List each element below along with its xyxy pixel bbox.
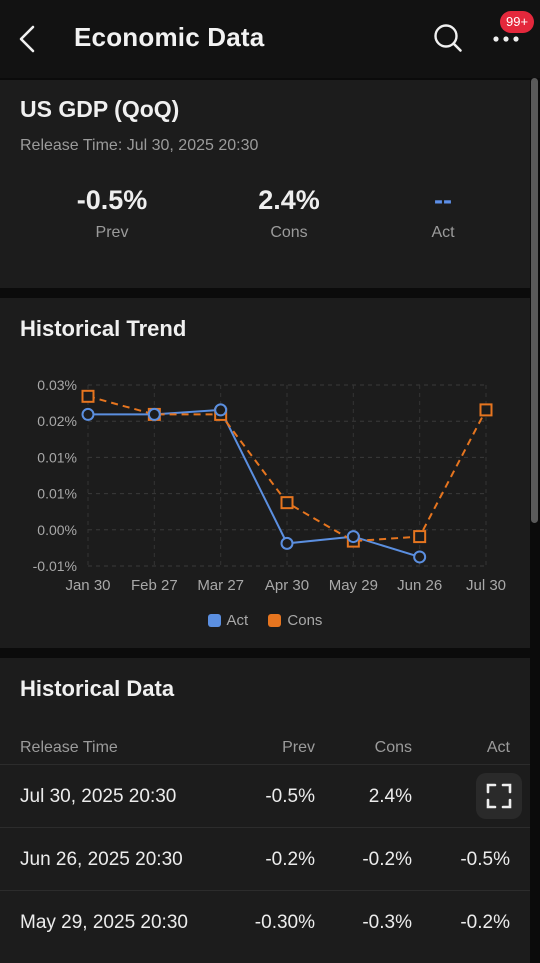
release-time-label: Release Time:	[20, 137, 123, 154]
act-point	[346, 530, 360, 544]
cons-point	[81, 389, 95, 403]
act-point	[413, 550, 427, 564]
trend-chart: 0.03% 0.02% 0.01% 0.01% 0.00% -0.01% Jan 30 Feb…	[33, 377, 506, 594]
row-prev: -0.2%	[265, 849, 315, 870]
fullscreen-button[interactable]	[476, 773, 522, 819]
header-release-time: Release Time	[20, 739, 118, 756]
row-cons: 2.4%	[368, 786, 412, 807]
y-tick-label: -0.01%	[33, 558, 77, 574]
stat-cons-value: 2.4%	[258, 185, 320, 215]
stat-prev: -0.5% Prev	[42, 185, 182, 242]
x-tick-label: Mar 27	[197, 577, 244, 594]
row-act: -0.2%	[460, 912, 510, 933]
x-tick-label: May 29	[329, 577, 378, 594]
stat-prev-label: Prev	[95, 224, 129, 241]
legend-item-act[interactable]: Act	[207, 612, 249, 629]
table-header: Release Time Prev Cons Act	[0, 728, 530, 768]
stat-cons: 2.4% Cons	[219, 185, 359, 242]
stat-act-label: Act	[431, 224, 455, 241]
table-row[interactable]: Jun 26, 2025 20:30 -0.2% -0.2% -0.5%	[0, 827, 530, 891]
y-tick-label: 0.03%	[37, 377, 77, 393]
row-prev: -0.30%	[254, 912, 315, 933]
table-row[interactable]: Jul 30, 2025 20:30 -0.5% 2.4%	[0, 764, 530, 828]
x-tick-label: Jan 30	[65, 577, 110, 594]
release-time-line: Release Time: Jul 30, 2025 20:30	[20, 137, 258, 155]
series-line-act	[88, 408, 420, 558]
row-prev: -0.5%	[265, 786, 315, 807]
act-point	[214, 403, 228, 417]
table-row[interactable]: May 29, 2025 20:30 -0.30% -0.3% -0.2%	[0, 890, 530, 954]
scrollbar[interactable]	[531, 78, 538, 523]
row-cons: -0.2%	[362, 849, 412, 870]
act-point	[280, 536, 294, 550]
top-bar: Economic Data 99+	[0, 0, 540, 78]
x-tick-label: Jul 30	[466, 577, 506, 594]
cons-point	[413, 530, 427, 544]
stat-act-value: --	[434, 185, 452, 215]
historical-trend-card: Historical Trend 0.03% 0.02% 0.01% 0.01% 0.0…	[0, 298, 530, 648]
search-icon[interactable]	[432, 22, 464, 54]
indicator-summary-card: US GDP (QoQ) Release Time: Jul 30, 2025 …	[0, 80, 530, 288]
fullscreen-icon	[486, 783, 512, 809]
page-title: Economic Data	[74, 22, 265, 52]
indicator-name: US GDP (QoQ)	[20, 96, 180, 122]
y-tick-label: 0.01%	[37, 486, 77, 502]
history-title: Historical Data	[20, 676, 175, 701]
stat-cons-label: Cons	[270, 224, 308, 241]
stat-prev-value: -0.5%	[76, 185, 148, 215]
legend-item-cons[interactable]: Cons	[268, 612, 322, 629]
back-arrow-icon[interactable]	[14, 24, 44, 54]
y-tick-label: 0.01%	[37, 449, 77, 465]
legend-swatch-act	[207, 614, 221, 627]
header-act: Act	[486, 739, 510, 756]
legend-swatch-cons	[268, 614, 282, 627]
cons-point	[280, 496, 294, 510]
y-tick-label: 0.02%	[37, 413, 77, 429]
row-release-time: Jul 30, 2025 20:30	[20, 786, 177, 807]
release-time-value: Jul 30, 2025 20:30	[126, 137, 259, 154]
historical-data-card: Historical Data Release Time Prev Cons A…	[0, 658, 530, 963]
legend-label-cons: Cons	[287, 612, 323, 629]
act-point	[81, 407, 95, 421]
chart-legend: Act Cons	[0, 612, 530, 629]
cons-point	[479, 403, 493, 417]
row-release-time: May 29, 2025 20:30	[20, 912, 188, 933]
header-prev: Prev	[282, 739, 315, 756]
row-cons: -0.3%	[362, 912, 412, 933]
stat-act: -- Act	[373, 185, 513, 242]
notification-badge: 99+	[500, 11, 535, 33]
x-tick-label: Jun 26	[397, 577, 442, 594]
trend-title: Historical Trend	[20, 316, 187, 341]
act-point	[147, 407, 161, 421]
x-tick-label: Apr 30	[265, 577, 309, 594]
row-act: -0.5%	[460, 849, 510, 870]
legend-label-act: Act	[226, 612, 249, 629]
y-tick-label: 0.00%	[37, 522, 77, 538]
more-options-icon[interactable]	[490, 28, 522, 50]
row-release-time: Jun 26, 2025 20:30	[20, 849, 183, 870]
x-tick-label: Feb 27	[131, 577, 178, 594]
header-cons: Cons	[374, 739, 412, 756]
